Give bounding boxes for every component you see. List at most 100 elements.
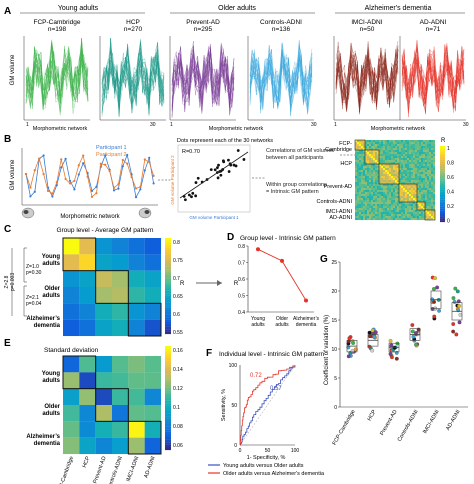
matrix-cell <box>415 198 418 201</box>
matrix-cell <box>431 168 434 171</box>
matrix-cell <box>393 160 396 163</box>
matrix-cell <box>359 162 362 165</box>
matrix-cell <box>373 214 376 217</box>
matrix-cell <box>389 208 392 211</box>
matrix-cell <box>371 168 374 171</box>
matrix-cell <box>391 200 394 203</box>
matrix-cell <box>425 186 428 189</box>
matrix-cell <box>407 208 410 211</box>
matrix-cell <box>395 192 398 195</box>
avg-cell <box>95 287 113 304</box>
matrix-cell <box>403 206 406 209</box>
matrix-cell <box>375 172 378 175</box>
matrix-cell <box>403 156 406 159</box>
matrix-cell <box>429 202 432 205</box>
matrix-cell <box>393 162 396 165</box>
matrix-cell <box>381 178 384 181</box>
matrix-cell <box>365 166 368 169</box>
matrix-cell <box>405 162 408 165</box>
matrix-cell <box>415 218 418 221</box>
cohort-n: n=136 <box>272 26 291 33</box>
matrix-cell <box>379 202 382 205</box>
matrix-cell <box>367 200 370 203</box>
matrix-cell <box>393 152 396 155</box>
e-colorbar-tick: 0.08 <box>173 424 183 430</box>
matrix-cell <box>419 142 422 145</box>
matrix-cell <box>365 202 368 205</box>
matrix-cell <box>433 156 436 159</box>
matrix-cell <box>377 146 380 149</box>
matrix-cell <box>371 200 374 203</box>
matrix-cell <box>431 196 434 199</box>
matrix-cell <box>357 170 360 173</box>
matrix-cell <box>415 176 418 179</box>
matrix-cell <box>377 178 380 181</box>
matrix-cell <box>367 160 370 163</box>
matrix-cell <box>421 194 424 197</box>
matrix-cell <box>411 170 414 173</box>
matrix-cell <box>429 176 432 179</box>
matrix-cell <box>423 166 426 169</box>
matrix-cell <box>371 188 374 191</box>
matrix-cell <box>375 196 378 199</box>
matrix-cell <box>399 208 402 211</box>
matrix-labels: FCP-CambridgeHCPPrevent-ADControls-ADNIl… <box>317 141 353 221</box>
matrix-cell <box>387 206 390 209</box>
matrix-cell <box>393 214 396 217</box>
matrix-cell <box>431 146 434 149</box>
c-colorbar-step <box>165 286 171 289</box>
matrix-cell <box>399 164 402 167</box>
matrix-cell <box>379 206 382 209</box>
matrix-cell <box>359 194 362 197</box>
matrix-cell <box>389 164 392 167</box>
matrix-cell <box>355 162 358 165</box>
matrix-cell <box>431 212 434 215</box>
matrix-cell <box>355 164 358 167</box>
matrix-cell <box>363 198 366 201</box>
matrix-cell <box>419 210 422 213</box>
matrix-cell <box>399 186 402 189</box>
matrix-cell <box>421 160 424 163</box>
matrix-cell <box>389 212 392 215</box>
matrix-cell <box>415 202 418 205</box>
matrix-cell <box>417 168 420 171</box>
matrix-cell <box>433 182 436 185</box>
matrix-cell <box>411 192 414 195</box>
matrix-cell <box>385 178 388 181</box>
matrix-cell <box>373 142 376 145</box>
matrix-cell <box>391 198 394 201</box>
e-colorbar-step <box>165 377 171 380</box>
matrix-cell <box>357 188 360 191</box>
e-colorbar-tick: 0.1 <box>173 405 180 411</box>
matrix-cell <box>425 162 428 165</box>
matrix-cell <box>407 200 410 203</box>
matrix-cell <box>357 214 360 217</box>
matrix-cell <box>399 178 402 181</box>
matrix-cell <box>385 162 388 165</box>
colorbar-step <box>440 203 445 205</box>
row-ad-1: Alzheimer’s <box>26 316 60 322</box>
matrix-cell <box>421 190 424 193</box>
matrix-cell <box>359 208 362 211</box>
matrix-cell <box>429 216 432 219</box>
matrix-cell <box>379 216 382 219</box>
matrix-cell <box>417 162 420 165</box>
matrix-cell <box>367 184 370 187</box>
f-ytick-label: 100 <box>229 363 238 369</box>
matrix-cell <box>377 200 380 203</box>
matrix-cell <box>413 184 416 187</box>
matrix-cell <box>389 194 392 197</box>
matrix-cell <box>375 180 378 183</box>
matrix-cell <box>357 210 360 213</box>
sd-cell <box>112 405 129 422</box>
matrix-cell <box>395 144 398 147</box>
matrix-cell <box>433 210 436 213</box>
matrix-cell <box>379 170 382 173</box>
matrix-cell <box>431 184 434 187</box>
cohort-gm-plots <box>23 36 466 121</box>
matrix-cell <box>421 178 424 181</box>
matrix-cell <box>425 150 428 153</box>
g-dot <box>410 329 415 334</box>
matrix-cell <box>375 156 378 159</box>
panel-a-tick-1b: 1 <box>170 122 173 128</box>
